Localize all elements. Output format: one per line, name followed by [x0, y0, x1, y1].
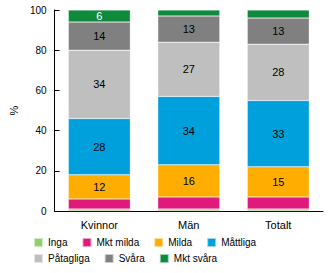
- svg-text:14: 14: [93, 30, 105, 42]
- svg-text:12: 12: [93, 181, 105, 193]
- svg-text:Påtagliga: Påtagliga: [48, 253, 90, 264]
- svg-text:Svåra: Svåra: [119, 253, 146, 264]
- svg-text:Totalt: Totalt: [265, 219, 291, 231]
- svg-text:Män: Män: [178, 219, 199, 231]
- svg-text:100: 100: [30, 5, 47, 16]
- svg-text:13: 13: [183, 23, 195, 35]
- svg-text:60: 60: [35, 85, 47, 96]
- svg-text:28: 28: [272, 66, 284, 78]
- svg-text:0: 0: [41, 206, 47, 217]
- svg-text:20: 20: [35, 165, 47, 176]
- svg-text:Inga: Inga: [48, 237, 68, 248]
- svg-text:80: 80: [35, 45, 47, 56]
- svg-text:Mkt svåra: Mkt svåra: [174, 253, 218, 264]
- svg-text:28: 28: [93, 141, 105, 153]
- svg-text:34: 34: [183, 125, 195, 137]
- svg-text:Kvinnor: Kvinnor: [81, 219, 119, 231]
- svg-text:34: 34: [93, 78, 105, 90]
- svg-text:15: 15: [272, 176, 284, 188]
- svg-text:%: %: [8, 105, 20, 115]
- svg-text:6: 6: [96, 10, 102, 22]
- svg-text:40: 40: [35, 125, 47, 136]
- svg-text:27: 27: [183, 63, 195, 75]
- svg-text:13: 13: [272, 25, 284, 37]
- svg-text:Måttliga: Måttliga: [221, 237, 256, 248]
- svg-text:Mkt milda: Mkt milda: [96, 237, 139, 248]
- svg-text:33: 33: [272, 128, 284, 140]
- svg-text:16: 16: [183, 175, 195, 187]
- svg-text:Milda: Milda: [168, 237, 192, 248]
